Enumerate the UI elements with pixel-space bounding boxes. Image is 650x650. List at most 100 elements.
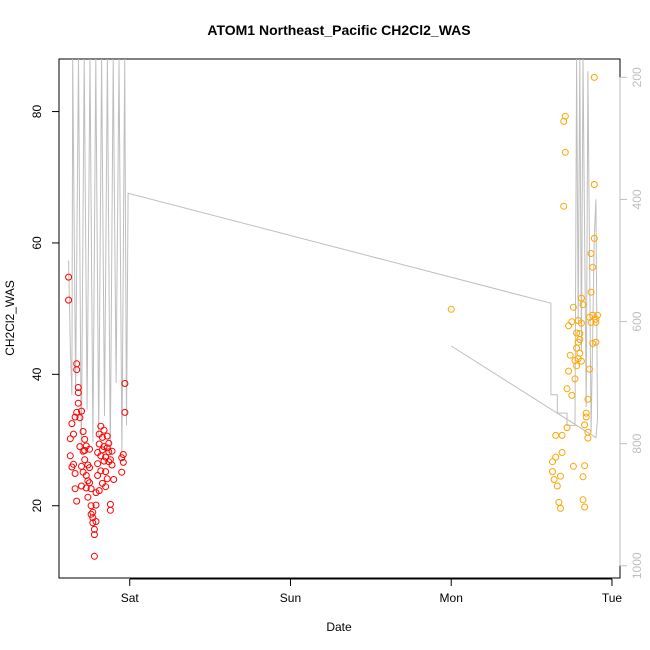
data-point: [74, 389, 82, 397]
data-point: [78, 407, 85, 415]
data-point: [569, 303, 577, 311]
data-point: [121, 408, 129, 416]
data-point: [70, 430, 77, 438]
y2-tick-label: 200: [630, 67, 644, 87]
data-point: [86, 479, 93, 487]
data-point: [78, 462, 85, 470]
data-point: [577, 357, 585, 365]
data-point: [558, 431, 566, 439]
data-point: [74, 384, 82, 391]
data-point: [592, 318, 600, 326]
data-point: [94, 472, 102, 479]
data-point: [553, 482, 561, 490]
data-point: [87, 510, 95, 518]
data-point: [86, 464, 93, 472]
data-point: [561, 148, 569, 156]
data-point: [102, 468, 110, 476]
altitude-trace: [68, 58, 599, 456]
y2-tick-label: 800: [630, 433, 644, 453]
data-point: [549, 458, 556, 466]
data-point: [589, 263, 597, 271]
y-axis: 20 40 60 80: [30, 105, 60, 512]
data-point: [108, 447, 116, 455]
data-point: [106, 500, 114, 508]
data-point: [79, 428, 87, 435]
data-point: [590, 73, 598, 81]
data-point: [555, 498, 563, 506]
data-point: [65, 273, 73, 281]
data-point: [92, 518, 100, 525]
data-point: [71, 485, 79, 493]
data-point: [565, 322, 573, 330]
y2-tick-label: 1000: [630, 552, 644, 579]
data-point: [579, 496, 587, 504]
data-point: [103, 475, 111, 483]
x-axis: Sat Sun Mon Tue: [121, 578, 623, 605]
x-axis-label: Date: [326, 620, 352, 634]
data-point: [581, 421, 589, 429]
data-point: [97, 467, 105, 475]
data-point: [108, 461, 116, 469]
data-point: [576, 349, 584, 357]
data-point: [68, 420, 76, 428]
data-point: [566, 351, 574, 359]
y-tick-label: 80: [30, 105, 44, 119]
data-point: [568, 391, 576, 399]
data-point: [73, 497, 81, 505]
data-point: [82, 484, 90, 492]
data-point: [590, 234, 598, 242]
data-point: [106, 506, 114, 514]
data-points: [65, 73, 601, 560]
data-point: [74, 399, 82, 407]
data-point: [87, 502, 95, 510]
data-point: [81, 435, 89, 443]
data-point: [92, 501, 100, 509]
data-point: [563, 424, 571, 432]
data-point: [581, 503, 589, 511]
data-point: [76, 414, 84, 422]
data-point: [561, 112, 569, 120]
data-point: [90, 552, 98, 560]
data-point: [579, 301, 587, 309]
data-point: [579, 473, 587, 481]
data-point: [563, 385, 571, 393]
data-point: [584, 428, 592, 436]
data-point: [105, 448, 113, 456]
data-point: [81, 447, 89, 454]
y-tick-label: 40: [30, 367, 44, 381]
data-point: [103, 432, 111, 440]
data-point: [89, 508, 97, 516]
data-point: [573, 362, 581, 370]
data-point: [71, 470, 79, 477]
data-point: [549, 468, 556, 476]
data-point: [552, 431, 560, 439]
data-point: [592, 315, 600, 323]
data-point: [70, 460, 77, 468]
chart-title: ATOM1 Northeast_Pacific CH2Cl2_WAS: [207, 22, 470, 38]
data-point: [586, 365, 593, 373]
data-point: [100, 443, 108, 451]
data-point: [73, 360, 81, 368]
data-point: [100, 457, 108, 465]
y-axis-label: CH2Cl2_WAS: [3, 280, 17, 356]
data-point: [66, 452, 74, 460]
data-point: [550, 476, 558, 483]
data-point: [565, 367, 573, 375]
data-point: [587, 318, 595, 326]
data-point: [90, 531, 98, 539]
data-point: [103, 444, 111, 452]
data-point: [577, 294, 585, 302]
data-point: [95, 487, 103, 495]
data-point: [587, 288, 595, 296]
data-point: [73, 408, 81, 416]
data-point: [447, 305, 455, 313]
data-point: [576, 336, 584, 343]
x-tick-label: Tue: [602, 591, 623, 605]
plot-box: [58, 58, 621, 579]
data-point: [577, 319, 585, 327]
data-point: [119, 451, 127, 458]
data-point: [573, 329, 581, 337]
data-point: [118, 454, 126, 462]
data-point: [110, 476, 118, 483]
data-point: [589, 340, 597, 347]
